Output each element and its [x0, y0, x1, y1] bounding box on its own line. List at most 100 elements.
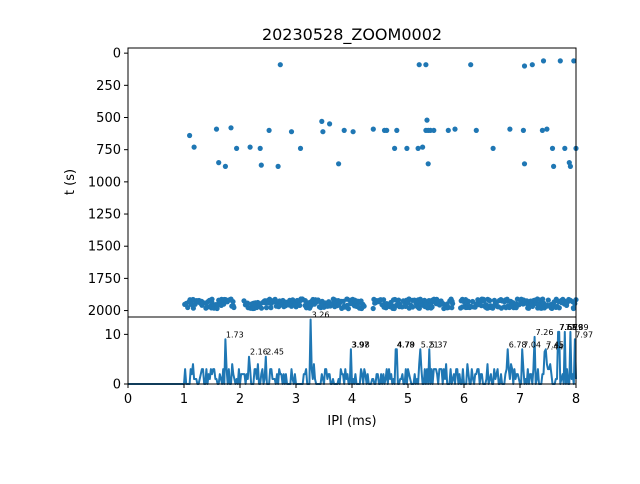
scatter-y-tick-label: 1250 [88, 208, 121, 223]
scatter-point [507, 126, 513, 132]
scatter-points [182, 58, 579, 312]
scatter-y-tick-label: 2000 [88, 304, 121, 319]
scatter-point [272, 299, 278, 305]
scatter-point [191, 144, 197, 150]
scatter-point [567, 163, 574, 169]
histogram-x-ticks: 0 1 2 3 4 5 6 7 8 [124, 384, 580, 407]
scatter-point [190, 305, 196, 311]
scatter-point [529, 62, 535, 68]
histogram-x-tick-label: 5 [404, 392, 412, 407]
peak-label: 7.45 [546, 340, 564, 349]
scatter-point [275, 163, 281, 169]
scatter-y-tick-label: 500 [96, 111, 121, 126]
histogram-x-tick-label: 0 [124, 392, 132, 407]
histogram-plot: 1.73 2.162.45 3.26 3.973.98 4.784.79 5.215.37… [104, 311, 593, 430]
peak-label: 2.45 [266, 348, 284, 357]
scatter-plot: 0 250 500 750 1000 1250 1500 1750 2000 t (s) [63, 47, 579, 319]
scatter-point [424, 117, 430, 123]
scatter-point [216, 160, 222, 166]
scatter-point [361, 303, 367, 309]
peak-label: 2.16 [250, 348, 268, 357]
scatter-point [473, 127, 479, 133]
peak-label: 7.44 [546, 343, 564, 352]
scatter-point [545, 297, 551, 303]
scatter-point [544, 126, 550, 132]
scatter-point [549, 145, 556, 151]
scatter-point [429, 304, 435, 310]
scatter-y-tick-label: 1000 [88, 175, 121, 190]
histogram-x-tick-label: 8 [572, 392, 580, 407]
scatter-point [521, 63, 528, 69]
histogram-x-tick-label: 6 [460, 392, 468, 407]
peak-label: 1.73 [226, 330, 244, 339]
scatter-point [302, 298, 308, 304]
scatter-point [187, 132, 193, 139]
scatter-point [257, 145, 263, 151]
histogram-x-axis-label: IPI (ms) [327, 414, 376, 429]
scatter-point [258, 305, 265, 311]
peak-label: 7.79 [565, 323, 583, 332]
scatter-point [470, 298, 476, 305]
scatter-point [404, 145, 410, 151]
peak-label: 4.78 [397, 340, 415, 349]
scatter-point [465, 298, 471, 304]
peak-label: 7.68 [559, 323, 577, 332]
scatter-point [222, 163, 228, 169]
peak-label: 7.26 [536, 328, 554, 337]
histogram-y-tick-label: 10 [104, 328, 121, 343]
scatter-point [556, 305, 562, 311]
scatter-point [230, 299, 236, 305]
scatter-point [562, 145, 568, 151]
scatter-point [521, 161, 528, 167]
scatter-point [416, 62, 422, 68]
scatter-point [570, 305, 577, 311]
scatter-point [392, 145, 398, 151]
histogram-x-tick-label: 4 [348, 392, 356, 407]
peak-label: 5.37 [430, 340, 448, 349]
scatter-y-tick-label: 0 [113, 47, 121, 62]
scatter-point [415, 145, 421, 151]
histogram-x-tick-label: 2 [236, 392, 244, 407]
scatter-point [213, 126, 220, 132]
peak-label: 3.98 [352, 340, 370, 349]
scatter-point [449, 305, 455, 311]
scatter-point [420, 144, 426, 150]
scatter-y-tick-label: 750 [96, 143, 121, 158]
scatter-y-axis-label: t (s) [63, 169, 78, 195]
scatter-point [423, 62, 429, 68]
scatter-point [540, 296, 546, 302]
scatter-point [384, 127, 390, 133]
peak-label: 3.26 [312, 311, 330, 320]
peak-label: 7.04 [523, 340, 541, 349]
peak-label: 5.21 [421, 340, 439, 349]
scatter-point [490, 145, 496, 151]
histogram-x-tick-label: 1 [180, 392, 188, 407]
peak-label: 4.79 [397, 340, 415, 349]
scatter-point [431, 127, 437, 133]
histogram-y-tick-label: 0 [113, 378, 121, 393]
scatter-point [481, 298, 487, 304]
scatter-point [468, 62, 474, 68]
scatter-y-tick-label: 1500 [88, 240, 121, 255]
scatter-point [520, 127, 527, 133]
peak-label: 7.97 [575, 330, 593, 339]
peak-label: 7.69 [560, 323, 578, 332]
scatter-point [540, 58, 547, 64]
scatter-point [345, 306, 351, 312]
scatter-point [288, 129, 295, 135]
scatter-point [515, 302, 522, 308]
scatter-point [370, 305, 376, 312]
scatter-point [327, 121, 333, 127]
peak-labels: 1.73 2.162.45 3.26 3.973.98 4.784.79 5.215.37… [226, 311, 593, 357]
scatter-point [394, 127, 400, 133]
histogram-x-tick-label: 7 [516, 392, 524, 407]
scatter-point [425, 161, 431, 167]
scatter-point [228, 125, 234, 131]
scatter-point [297, 302, 303, 308]
peak-label: 6.78 [509, 340, 527, 349]
scatter-point [450, 301, 456, 307]
scatter-y-tick-label: 1750 [88, 272, 121, 287]
